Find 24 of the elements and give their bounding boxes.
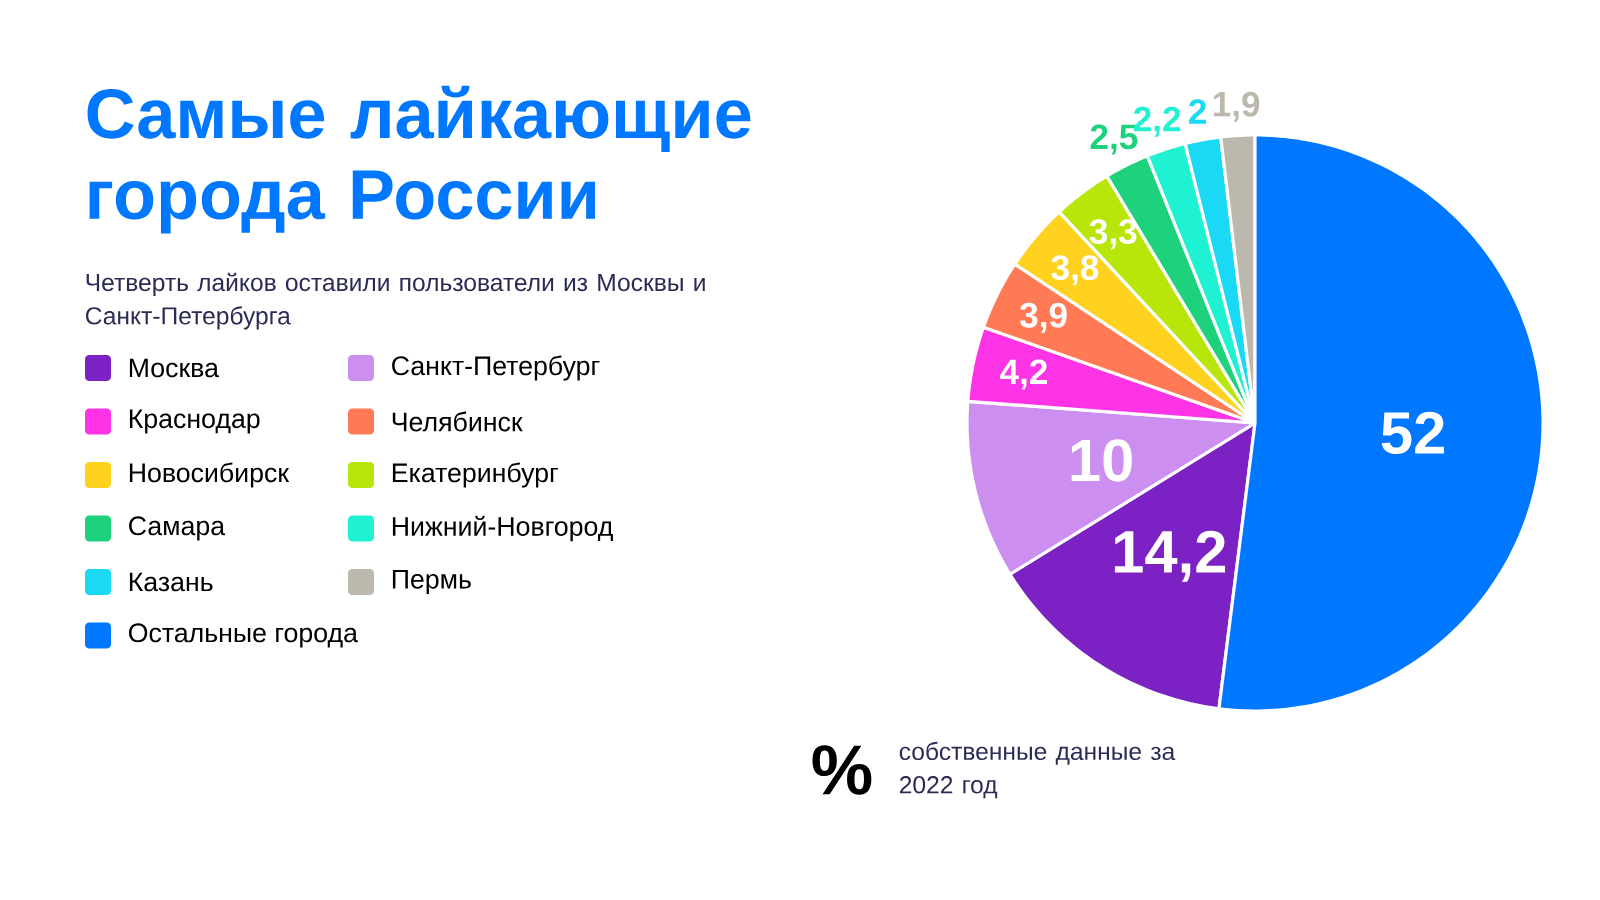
data-label: 52: [1381, 411, 1444, 455]
legend-label: Пермь: [392, 570, 471, 594]
legend-label: Остальные города: [128, 623, 358, 648]
data-label: 3,3: [1089, 219, 1137, 250]
data-label: 10: [1071, 439, 1132, 482]
chart-title: Самые лайкающие города России: [87, 85, 751, 234]
legend-label: Казань: [129, 572, 213, 592]
legend-label: Самара: [129, 516, 226, 541]
legend-label: Москва: [129, 358, 219, 378]
data-label: 4,2: [1000, 359, 1047, 390]
data-label: 3,8: [1051, 255, 1099, 286]
data-label: 1,9: [1213, 91, 1260, 122]
legend-label: Краснодар: [129, 409, 260, 434]
legend-label: Челябинск: [392, 411, 523, 432]
legend-label: Нижний-Новгород: [392, 515, 613, 542]
legend-label: Новосибирск: [129, 462, 290, 488]
data-label: 3,9: [1020, 302, 1067, 333]
text: собственные данные за 2022 год: [899, 741, 1176, 799]
text: Четверть лайков оставили пользователи из Москвы и Санкт-Петербурга: [85, 272, 705, 330]
text: %: [812, 745, 872, 795]
legend-label: Екатеринбург: [392, 462, 559, 488]
data-label: 2: [1189, 99, 1206, 124]
data-label: 14,2: [1114, 530, 1226, 582]
legend-label: Санкт-Петербург: [392, 355, 600, 381]
